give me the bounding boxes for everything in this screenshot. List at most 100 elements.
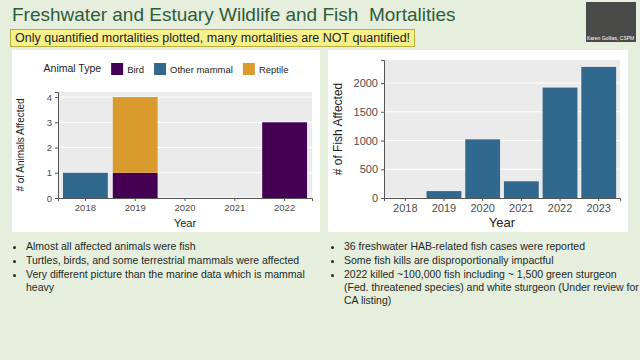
tick-label: 2000	[354, 77, 378, 89]
tick: 2021	[224, 198, 245, 213]
bar	[163, 198, 208, 199]
tick-mark	[381, 112, 384, 113]
bar	[262, 122, 307, 198]
tick-label: 2020	[470, 202, 494, 214]
y-axis-title: # of Animals Affected	[15, 98, 26, 191]
bars	[427, 67, 617, 198]
chart-panel: 2018 2019 2020 2021 2022 2023 0 500 1000 1500 2000…	[328, 50, 628, 232]
bar	[262, 122, 307, 123]
axis-line	[59, 199, 313, 202]
tick-label: 1000	[354, 135, 378, 147]
bar	[212, 198, 257, 199]
tick-label: 500	[360, 163, 378, 175]
x-axis-title: Year	[489, 215, 516, 230]
bullet-list: Almost all affected animals were fishTur…	[12, 240, 321, 295]
bullet: Almost all affected animals were fish	[26, 240, 321, 253]
bullet: Turtles, birds, and some terrestrial mam…	[26, 254, 321, 267]
tick: 2022	[548, 198, 572, 214]
tick: 0	[372, 192, 384, 204]
tick-mark	[234, 198, 235, 201]
tick-mark	[381, 141, 384, 142]
tick: 2021	[509, 198, 533, 214]
bar	[163, 198, 208, 199]
tick: 2019	[125, 198, 146, 213]
tick: 500	[360, 163, 384, 175]
chart: 2018 2019 2020 2021 2022 0 1 2 3 4 Year # of Animal…	[12, 50, 320, 232]
tick-mark	[55, 198, 58, 199]
tick: 2020	[470, 198, 494, 214]
tick: 2022	[274, 198, 295, 213]
bar	[262, 122, 307, 123]
tick-mark	[381, 83, 384, 84]
bars	[63, 97, 307, 198]
slide-subtitle: Only quantified mortalities plotted, man…	[10, 29, 415, 47]
tick: 2020	[174, 198, 195, 213]
tick-label: 2	[47, 142, 52, 153]
tick-mark	[55, 148, 58, 149]
tick-mark	[560, 198, 561, 201]
tick-mark	[482, 198, 483, 201]
legend-label: Reptile	[259, 64, 289, 75]
legend-key	[154, 63, 166, 75]
axis-line	[385, 199, 621, 202]
y-axis-title: # of Fish Affected	[331, 83, 345, 176]
bar	[63, 172, 108, 173]
axis-line	[55, 93, 59, 199]
plot-background	[58, 92, 312, 198]
x-axis: 2018 2019 2020 2021 2022 2023	[385, 198, 621, 214]
plot: 2018 2019 2020 2021 2022 0 1 2 3 4	[47, 92, 313, 213]
bullet: 2022 killed ~100,000 fish including ~ 1,…	[344, 268, 639, 307]
grid-line	[58, 97, 312, 98]
tick: 1000	[354, 135, 384, 147]
tick: 3	[47, 117, 58, 128]
bar	[212, 198, 257, 199]
chart-panel: 2018 2019 2020 2021 2022 0 1 2 3 4 Year # of Animal…	[12, 50, 320, 232]
bar	[504, 181, 539, 198]
tick-label: 0	[47, 193, 52, 204]
legend-title: Animal Type	[44, 62, 102, 74]
tick-label: 2023	[586, 202, 610, 214]
tick: 2018	[393, 198, 417, 214]
x-axis: 2018 2019 2020 2021 2022	[59, 198, 313, 213]
x-axis-title: Year	[174, 217, 197, 229]
tick: 2023	[586, 198, 610, 214]
axis-line	[381, 61, 385, 199]
tick-mark	[55, 173, 58, 174]
tick: 2019	[432, 198, 456, 214]
tick-label: 1	[47, 167, 52, 178]
legend-key	[243, 63, 255, 75]
tick-mark	[381, 198, 384, 199]
bar	[212, 198, 257, 199]
plot-background	[384, 60, 620, 198]
bullet-list: 36 freshwater HAB-related fish cases wer…	[330, 240, 639, 308]
y-axis: 0 1 2 3 4	[47, 92, 59, 204]
tick-mark	[55, 122, 58, 123]
tick-label: 2019	[125, 202, 146, 213]
bar	[63, 173, 108, 198]
tick-label: 4	[47, 92, 52, 103]
tick-label: 3	[47, 117, 52, 128]
slide-title: Freshwater and Estuary Wildlife and Fish…	[12, 4, 456, 26]
chart: 2018 2019 2020 2021 2022 2023 0 500 1000 1500 2000…	[328, 50, 628, 232]
tick: 1	[47, 167, 58, 178]
legend: Animal TypeBirdOther mammalReptile	[44, 62, 289, 75]
bar	[113, 97, 158, 173]
tick-label: 1500	[354, 106, 378, 118]
legend-key	[111, 63, 123, 75]
bar	[465, 139, 500, 198]
tick-label: 2019	[432, 202, 456, 214]
tick-label: 2021	[224, 202, 245, 213]
tick: 4	[47, 92, 58, 103]
bullet: Very different picture than the marine d…	[26, 268, 321, 294]
y-axis: 0 500 1000 1500 2000	[354, 61, 385, 205]
presenter-name: Karen Gollias, CSPM	[587, 35, 634, 41]
tick-mark	[284, 198, 285, 201]
tick-label: 2018	[75, 202, 96, 213]
tick: 2	[47, 142, 58, 153]
bar	[581, 67, 616, 198]
tick-mark	[135, 198, 136, 201]
bullet: 36 freshwater HAB-related fish cases wer…	[344, 240, 639, 253]
tick-label: 0	[372, 192, 378, 204]
legend-label: Bird	[127, 64, 144, 75]
tick-mark	[443, 198, 444, 201]
